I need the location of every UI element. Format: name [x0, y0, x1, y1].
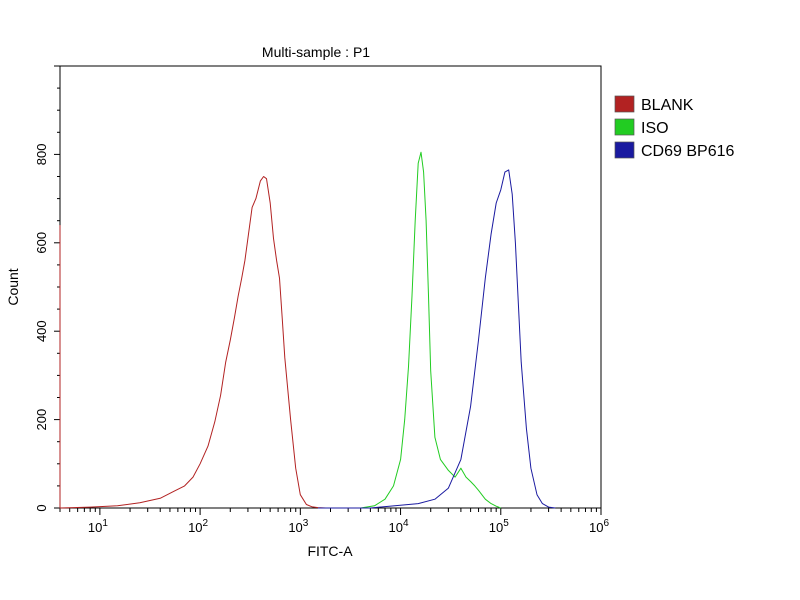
y-tick-label: 800: [34, 144, 49, 166]
y-tick-label: 400: [34, 320, 49, 342]
x-tick-label: 106: [589, 518, 609, 535]
y-axis: 0 200 400 600 800: [34, 65, 60, 512]
legend-label: ISO: [641, 120, 669, 137]
y-axis-label: Count: [5, 268, 21, 305]
x-axis-label: FITC-A: [307, 543, 353, 559]
x-tick-label: 104: [389, 518, 409, 535]
legend-swatch: [614, 95, 635, 113]
y-tick-label: 0: [34, 504, 49, 511]
y-tick-label: 200: [34, 409, 49, 431]
plot-frame: [59, 65, 602, 509]
series-line-cd69-bp616: [318, 169, 556, 509]
series-line-iso: [360, 151, 501, 509]
legend-swatch: [614, 141, 635, 159]
legend-label: BLANK: [641, 97, 694, 114]
chart-title: Multi-sample : P1: [262, 44, 370, 60]
series-line-blank: [59, 176, 326, 509]
series-lines: [59, 151, 556, 509]
legend-swatch: [614, 118, 635, 136]
x-tick-label: 105: [489, 518, 509, 535]
x-tick-label: 103: [288, 518, 308, 535]
legend: BLANK ISO CD69 BP616: [614, 95, 734, 160]
y-tick-label: 600: [34, 232, 49, 254]
legend-label: CD69 BP616: [641, 143, 734, 160]
x-axis: 101 102 103 104 105 106: [59, 508, 609, 535]
x-tick-label: 101: [88, 518, 108, 535]
x-tick-label: 102: [188, 518, 208, 535]
